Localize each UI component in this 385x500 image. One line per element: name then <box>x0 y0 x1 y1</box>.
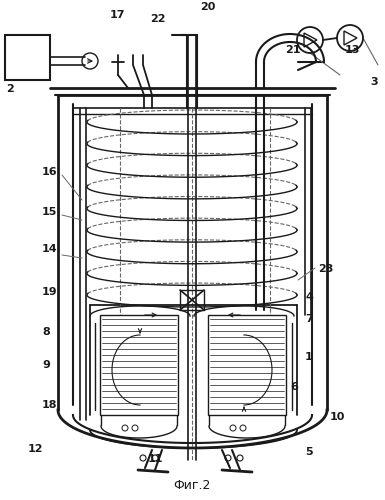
Text: 13: 13 <box>345 45 360 55</box>
Text: 18: 18 <box>42 400 57 410</box>
Bar <box>5 35 50 80</box>
Text: 7: 7 <box>305 314 313 324</box>
Text: 1: 1 <box>305 352 313 362</box>
Text: 2: 2 <box>6 84 14 94</box>
Text: 14: 14 <box>42 244 58 254</box>
Text: 23: 23 <box>318 264 333 274</box>
Text: 8: 8 <box>42 327 50 337</box>
Text: 9: 9 <box>42 360 50 370</box>
Text: 10: 10 <box>330 412 345 422</box>
Text: 4: 4 <box>305 292 313 302</box>
Text: 21: 21 <box>285 45 301 55</box>
Text: 12: 12 <box>28 444 44 454</box>
Text: 22: 22 <box>150 14 166 24</box>
Bar <box>100 315 178 415</box>
Text: 20: 20 <box>200 2 215 12</box>
Text: 17: 17 <box>110 10 126 20</box>
Text: 6: 6 <box>290 382 298 392</box>
Text: 16: 16 <box>42 167 58 177</box>
Text: 19: 19 <box>42 287 58 297</box>
Text: 5: 5 <box>305 447 313 457</box>
Text: Фиг.2: Фиг.2 <box>173 479 211 492</box>
Bar <box>208 315 286 415</box>
Text: 15: 15 <box>42 207 57 217</box>
Text: 3: 3 <box>370 77 378 87</box>
Text: 11: 11 <box>148 454 164 464</box>
